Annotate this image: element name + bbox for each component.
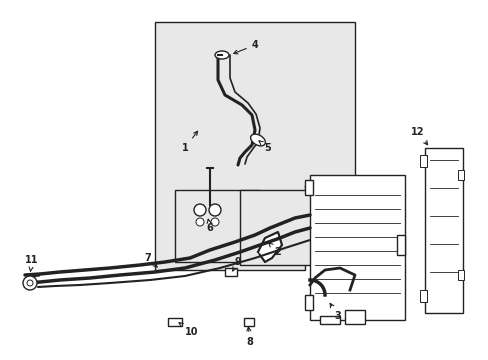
- FancyBboxPatch shape: [240, 190, 314, 265]
- Polygon shape: [258, 232, 282, 262]
- Polygon shape: [155, 22, 354, 270]
- Bar: [419, 155, 426, 167]
- FancyBboxPatch shape: [309, 175, 404, 320]
- Bar: [457, 170, 463, 180]
- Text: 10: 10: [179, 323, 198, 337]
- Text: 6: 6: [206, 219, 213, 233]
- Bar: [168, 318, 182, 326]
- Text: 9: 9: [232, 257, 241, 271]
- Ellipse shape: [215, 51, 228, 59]
- Text: 8: 8: [246, 327, 253, 347]
- Bar: [419, 290, 426, 302]
- FancyBboxPatch shape: [424, 148, 462, 313]
- Bar: [345, 310, 364, 324]
- Bar: [305, 295, 312, 310]
- Text: 12: 12: [410, 127, 427, 145]
- Text: 2: 2: [268, 243, 281, 257]
- Text: 4: 4: [233, 40, 258, 54]
- Bar: [305, 180, 312, 195]
- Text: 1: 1: [181, 131, 197, 153]
- Bar: [457, 270, 463, 280]
- Bar: [319, 316, 339, 324]
- Text: 3: 3: [329, 303, 341, 321]
- Bar: [244, 318, 253, 326]
- Ellipse shape: [250, 134, 265, 146]
- Bar: [396, 235, 404, 255]
- Circle shape: [23, 276, 37, 290]
- Circle shape: [208, 204, 221, 216]
- Circle shape: [27, 280, 33, 286]
- Bar: [224, 268, 237, 276]
- FancyBboxPatch shape: [175, 190, 260, 262]
- Circle shape: [194, 204, 205, 216]
- Text: 7: 7: [144, 253, 157, 267]
- Text: 11: 11: [25, 255, 39, 271]
- Circle shape: [196, 218, 203, 226]
- Circle shape: [210, 218, 219, 226]
- Text: 5: 5: [259, 141, 271, 153]
